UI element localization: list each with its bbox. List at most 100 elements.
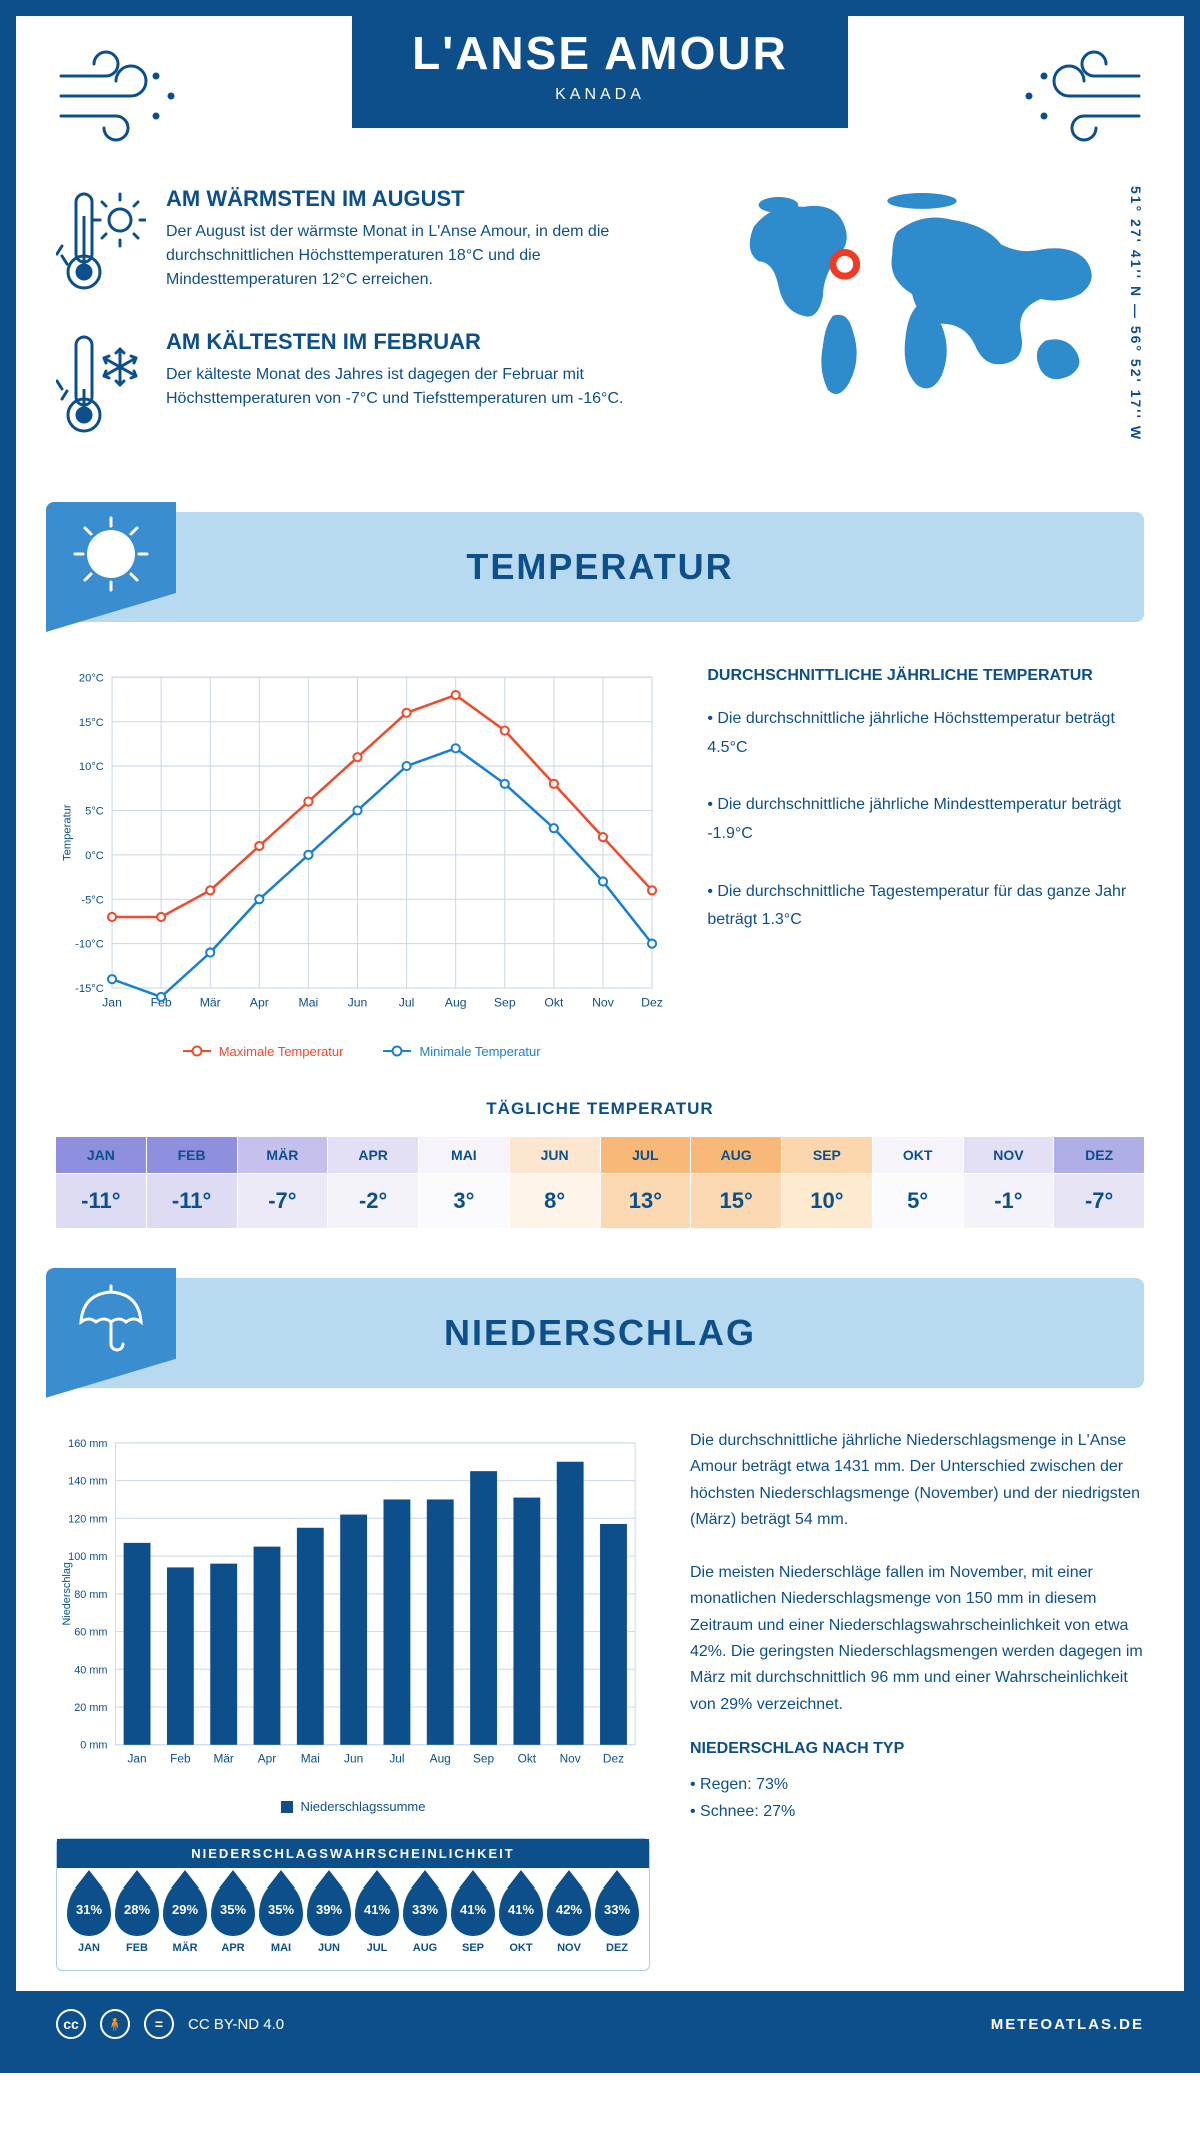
svg-text:Jul: Jul	[399, 995, 415, 1009]
temp-bullet-1: • Die durchschnittliche jährliche Höchst…	[707, 705, 1144, 763]
intro-map: 51° 27' 41'' N — 56° 52' 17'' W	[724, 186, 1144, 472]
svg-text:Apr: Apr	[250, 995, 269, 1009]
world-map-icon	[724, 186, 1120, 406]
license-text: CC BY-ND 4.0	[188, 2016, 284, 2033]
fact-warm-text: Der August ist der wärmste Monat in L'An…	[166, 220, 694, 292]
svg-text:10°C: 10°C	[79, 761, 104, 773]
svg-text:20 mm: 20 mm	[74, 1702, 107, 1714]
section-precip-title: NIEDERSCHLAG	[444, 1312, 756, 1354]
precip-drop: 41% JUL	[355, 1882, 399, 1954]
precip-left: 0 mm20 mm40 mm60 mm80 mm100 mm120 mm140 …	[56, 1428, 650, 1971]
nd-icon: =	[144, 2009, 174, 2039]
section-banner-temp: TEMPERATUR	[56, 512, 1144, 622]
drop-month: MÄR	[163, 1942, 207, 1954]
dt-head: JUL	[601, 1137, 691, 1173]
precip-drop: 28% FEB	[115, 1882, 159, 1954]
coordinates: 51° 27' 41'' N — 56° 52' 17'' W	[1128, 186, 1144, 441]
dt-head: NOV	[964, 1137, 1054, 1173]
sun-badge-icon	[46, 502, 176, 632]
dt-head: AUG	[691, 1137, 781, 1173]
svg-text:Dez: Dez	[603, 1751, 624, 1765]
drop-month: JUN	[307, 1942, 351, 1954]
thermometer-sun-icon	[56, 186, 146, 301]
drop-icon: 33%	[595, 1882, 639, 1936]
svg-text:Jul: Jul	[389, 1751, 404, 1765]
svg-text:Okt: Okt	[544, 995, 564, 1009]
by-icon: 🧍	[100, 2009, 130, 2039]
svg-text:20°C: 20°C	[79, 672, 104, 684]
svg-text:-5°C: -5°C	[81, 894, 104, 906]
page: L'ANSE AMOUR KANADA	[0, 0, 1200, 2073]
fact-coldest: AM KÄLTESTEN IM FEBRUAR Der kälteste Mon…	[56, 329, 694, 444]
drop-icon: 29%	[163, 1882, 207, 1936]
svg-text:Mär: Mär	[213, 1751, 233, 1765]
svg-text:-10°C: -10°C	[75, 939, 104, 951]
intro-facts: AM WÄRMSTEN IM AUGUST Der August ist der…	[56, 186, 694, 472]
precip-prob-title: NIEDERSCHLAGSWAHRSCHEINLICHKEIT	[57, 1839, 649, 1868]
daily-temp-title: TÄGLICHE TEMPERATUR	[56, 1099, 1144, 1119]
svg-text:15°C: 15°C	[79, 717, 104, 729]
drop-month: JUL	[355, 1942, 399, 1954]
svg-text:Mär: Mär	[200, 995, 221, 1009]
precip-right: Die durchschnittliche jährliche Niedersc…	[690, 1428, 1144, 1971]
svg-text:Sep: Sep	[473, 1751, 495, 1765]
drop-icon: 39%	[307, 1882, 351, 1936]
title-banner: L'ANSE AMOUR KANADA	[352, 16, 848, 128]
svg-text:Nov: Nov	[560, 1751, 581, 1765]
fact-warm-title: AM WÄRMSTEN IM AUGUST	[166, 186, 694, 212]
dt-val: 5°	[873, 1174, 963, 1228]
drop-icon: 41%	[499, 1882, 543, 1936]
drop-month: OKT	[499, 1942, 543, 1954]
page-title: L'ANSE AMOUR	[412, 26, 788, 80]
precip-bar-chart: 0 mm20 mm40 mm60 mm80 mm100 mm120 mm140 …	[56, 1428, 650, 1784]
precip-drop: 35% MAI	[259, 1882, 303, 1954]
fact-cold-title: AM KÄLTESTEN IM FEBRUAR	[166, 329, 694, 355]
footer-site: METEOATLAS.DE	[991, 2016, 1144, 2033]
intro: AM WÄRMSTEN IM AUGUST Der August ist der…	[56, 186, 1144, 472]
legend-max: Maximale Temperatur	[219, 1044, 344, 1059]
footer-left: cc 🧍 = CC BY-ND 4.0	[56, 2009, 284, 2039]
dt-val: 8°	[510, 1174, 600, 1228]
drop-month: DEZ	[595, 1942, 639, 1954]
precip-section: 0 mm20 mm40 mm60 mm80 mm100 mm120 mm140 …	[56, 1428, 1144, 1971]
wind-icon-left	[56, 46, 196, 146]
drop-month: MAI	[259, 1942, 303, 1954]
precip-drop: 33% DEZ	[595, 1882, 639, 1954]
svg-text:140 mm: 140 mm	[68, 1475, 107, 1487]
svg-text:160 mm: 160 mm	[68, 1438, 107, 1450]
dt-head: DEZ	[1054, 1137, 1144, 1173]
dt-val: -11°	[147, 1174, 237, 1228]
umbrella-badge-icon	[46, 1268, 176, 1398]
precip-drop: 41% OKT	[499, 1882, 543, 1954]
cc-icon: cc	[56, 2009, 86, 2039]
precip-prob-box: NIEDERSCHLAGSWAHRSCHEINLICHKEIT 31% JAN …	[56, 1838, 650, 1971]
wind-icon-right	[1004, 46, 1144, 146]
svg-text:Niederschlag: Niederschlag	[61, 1562, 73, 1625]
dt-val: -1°	[964, 1174, 1054, 1228]
svg-text:Aug: Aug	[445, 995, 467, 1009]
drop-icon: 31%	[67, 1882, 111, 1936]
page-subtitle: KANADA	[412, 86, 788, 104]
precip-legend: Niederschlagssumme	[56, 1799, 650, 1814]
precip-drop: 31% JAN	[67, 1882, 111, 1954]
dt-val: -7°	[238, 1174, 328, 1228]
dt-val: 13°	[601, 1174, 691, 1228]
svg-text:Sep: Sep	[494, 995, 516, 1009]
precip-type-title: NIEDERSCHLAG NACH TYP	[690, 1736, 1144, 1762]
svg-text:Jan: Jan	[102, 995, 122, 1009]
precip-drop: 42% NOV	[547, 1882, 591, 1954]
dt-head: MAI	[419, 1137, 509, 1173]
svg-text:-15°C: -15°C	[75, 983, 104, 995]
dt-head: OKT	[873, 1137, 963, 1173]
dt-head: JUN	[510, 1137, 600, 1173]
footer: cc 🧍 = CC BY-ND 4.0 METEOATLAS.DE	[16, 1991, 1184, 2057]
temp-info: DURCHSCHNITTLICHE JÄHRLICHE TEMPERATUR •…	[707, 662, 1144, 1059]
dt-val: -2°	[328, 1174, 418, 1228]
dt-head: APR	[328, 1137, 418, 1173]
dt-val: -11°	[56, 1174, 146, 1228]
svg-text:Dez: Dez	[641, 995, 663, 1009]
fact-warmest: AM WÄRMSTEN IM AUGUST Der August ist der…	[56, 186, 694, 301]
temp-info-title: DURCHSCHNITTLICHE JÄHRLICHE TEMPERATUR	[707, 662, 1144, 691]
svg-text:Jun: Jun	[348, 995, 368, 1009]
precip-legend-label: Niederschlagssumme	[301, 1799, 426, 1814]
